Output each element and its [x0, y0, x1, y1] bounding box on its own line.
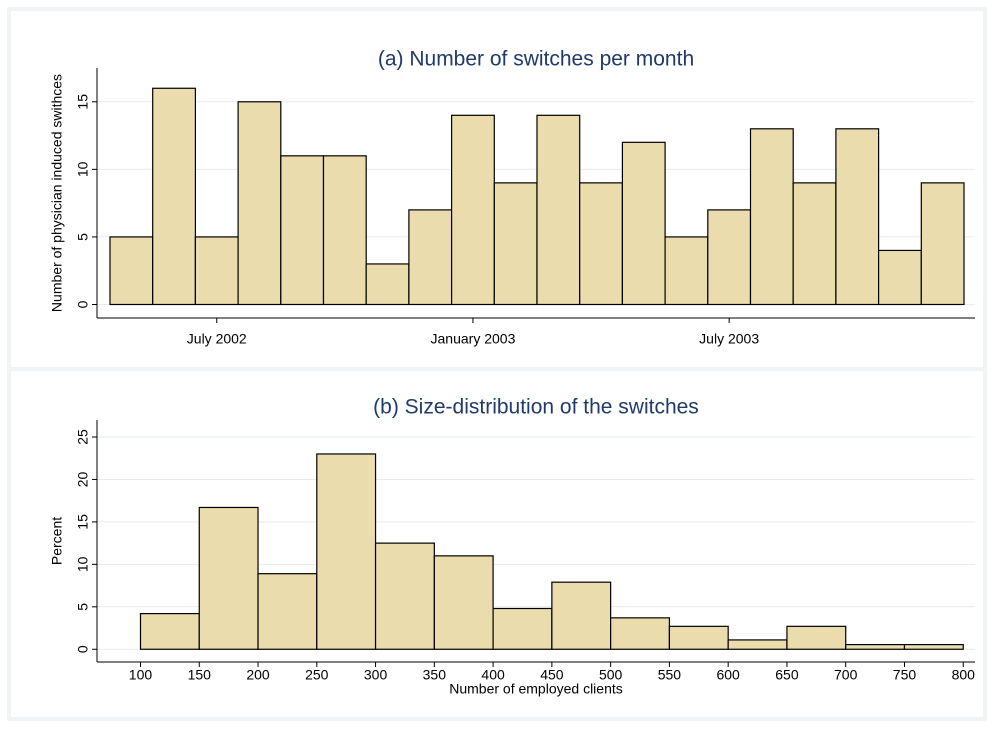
- bar: [408, 209, 453, 306]
- bar: [877, 249, 922, 306]
- y-tick-label: 0: [75, 300, 91, 308]
- x-tick-label: 600: [716, 667, 740, 683]
- bar: [707, 209, 752, 306]
- x-tick-label: 150: [188, 667, 212, 683]
- bar: [903, 643, 964, 650]
- x-tick-label: July 2003: [699, 331, 759, 347]
- x-axis-title: Number of employed clients: [449, 681, 623, 697]
- chart-title: (a) Number of switches per month: [378, 48, 694, 71]
- x-tick-label: 750: [893, 667, 917, 683]
- bar: [664, 236, 709, 306]
- bar: [792, 182, 837, 306]
- x-tick-label: 300: [364, 667, 388, 683]
- bar: [551, 581, 612, 650]
- x-tick-label: 650: [775, 667, 799, 683]
- bar: [536, 114, 581, 306]
- bar: [198, 506, 259, 650]
- x-tick-label: 450: [540, 667, 564, 683]
- y-tick-label: 15: [75, 94, 91, 110]
- bar: [610, 617, 671, 650]
- bar: [194, 236, 239, 306]
- bar: [152, 87, 196, 306]
- bar: [493, 182, 538, 306]
- x-tick-label: 800: [952, 667, 976, 683]
- bar: [786, 625, 847, 650]
- bar: [920, 182, 965, 306]
- bar: [845, 643, 906, 650]
- x-tick-label: 500: [599, 667, 623, 683]
- x-tick-label: 400: [481, 667, 505, 683]
- y-axis-title: Percent: [49, 517, 65, 565]
- bar: [316, 453, 377, 650]
- bar: [109, 236, 154, 306]
- bar: [835, 128, 880, 306]
- bar: [257, 573, 318, 650]
- y-tick-label: 15: [75, 514, 91, 530]
- panel-b-frame: [9, 369, 985, 719]
- bar: [621, 141, 666, 306]
- y-axis-title: Number of physician induced swithces: [49, 74, 65, 312]
- x-tick-label: 100: [129, 667, 153, 683]
- x-tick-label: 350: [423, 667, 447, 683]
- y-tick-label: 10: [75, 556, 91, 572]
- y-tick-label: 0: [75, 645, 91, 653]
- x-tick-label: January 2003: [431, 331, 516, 347]
- x-tick-label: 200: [246, 667, 270, 683]
- y-tick-label: 5: [75, 233, 91, 241]
- bar: [579, 182, 624, 306]
- bar: [374, 542, 435, 650]
- bar: [727, 639, 788, 650]
- x-tick-label: 550: [658, 667, 682, 683]
- x-tick-label: 700: [834, 667, 858, 683]
- chart-title: (b) Size-distribution of the switches: [373, 396, 699, 419]
- y-tick-label: 10: [75, 161, 91, 177]
- bar: [433, 555, 494, 650]
- x-tick-label: 250: [305, 667, 329, 683]
- bar: [749, 128, 794, 306]
- y-tick-label: 25: [75, 429, 91, 445]
- bar: [237, 101, 282, 306]
- bar: [322, 155, 367, 306]
- bar: [668, 625, 729, 650]
- bar: [280, 155, 325, 306]
- x-tick-label: July 2002: [187, 331, 247, 347]
- y-tick-label: 5: [75, 603, 91, 611]
- bar: [365, 263, 410, 306]
- bar: [139, 612, 200, 650]
- y-tick-label: 20: [75, 471, 91, 487]
- bar: [451, 114, 495, 306]
- bar: [492, 607, 553, 650]
